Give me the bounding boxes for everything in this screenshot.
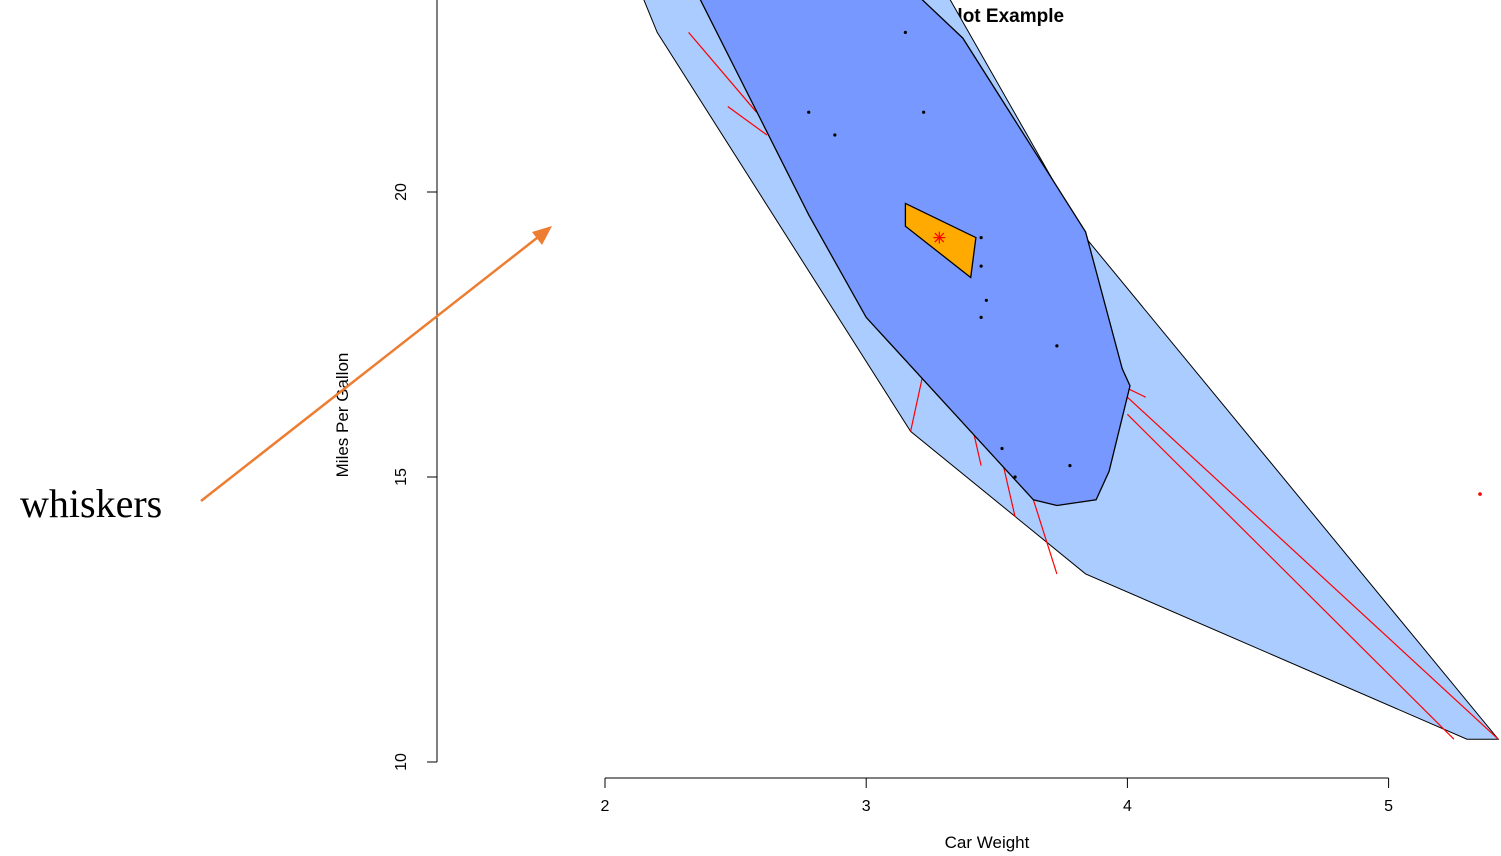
data-point [979, 315, 983, 319]
data-point [979, 236, 983, 240]
annotation-arrow-line [200, 233, 543, 502]
x-tick-label: 2 [601, 798, 610, 815]
y-tick-label: 15 [393, 468, 410, 486]
y-tick-label: 10 [393, 753, 410, 771]
data-point [1013, 475, 1017, 479]
whisker-line [688, 32, 757, 113]
y-tick-label: 20 [393, 183, 410, 201]
whiskers-annotation-label: whiskers [20, 481, 162, 526]
data-point [1000, 446, 1004, 451]
median-marker [933, 231, 946, 244]
whiskers-annotation: whiskers [20, 226, 552, 526]
x-tick-label: 4 [1123, 798, 1132, 815]
x-tick-label: 3 [862, 798, 871, 815]
whisker-line [972, 431, 982, 466]
median-marker-stroke [934, 232, 945, 243]
data-point [1068, 464, 1072, 468]
plot-area [643, 0, 1500, 740]
x-tick-label: 5 [1384, 798, 1393, 815]
data-point [1055, 344, 1059, 348]
whisker-line [1126, 396, 1499, 740]
bag-polygon [699, 0, 1131, 507]
x-axis-label: Car Weight [945, 833, 1030, 852]
data-point [984, 298, 988, 302]
data-point [833, 133, 837, 137]
data-point [903, 30, 907, 34]
y-axis-label: Miles Per Gallon [333, 353, 352, 478]
whisker-line [727, 106, 768, 136]
axes: 23451015202530 [393, 0, 1393, 815]
data-point [979, 264, 983, 268]
whisker-line [1032, 499, 1058, 575]
whisker-line [1126, 413, 1455, 740]
annotation-arrow-head [532, 226, 552, 245]
loop-polygon [904, 202, 977, 279]
data-point [807, 110, 811, 114]
outlier-point [1478, 492, 1482, 496]
whisker-line [1001, 459, 1016, 518]
data-point [922, 110, 926, 114]
